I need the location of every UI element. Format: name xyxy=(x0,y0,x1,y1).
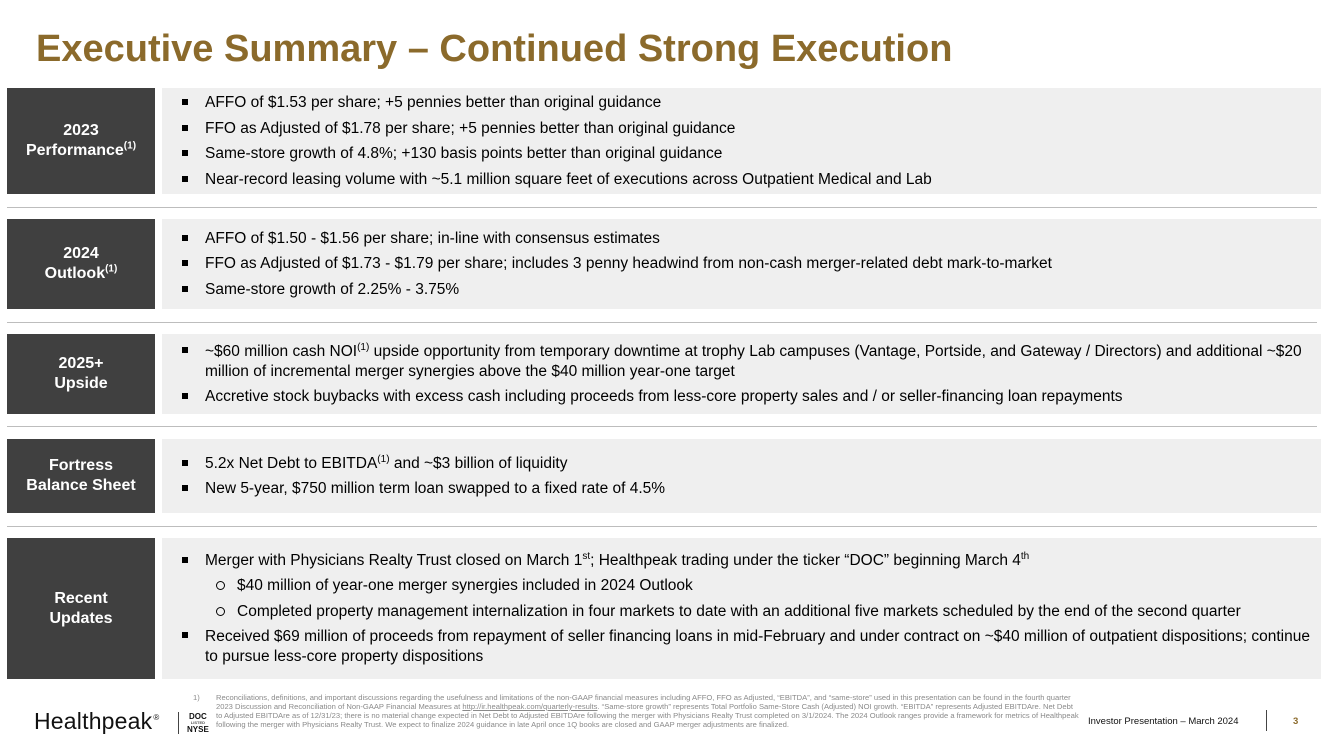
section-label: 2024 Outlook(1) xyxy=(7,219,155,309)
label-line2: Balance Sheet xyxy=(26,477,136,494)
divider xyxy=(7,426,1317,427)
section-2023-performance: 2023 Performance(1) AFFO of $1.53 per sha… xyxy=(7,88,1321,194)
bullet-item: AFFO of $1.53 per share; +5 pennies bett… xyxy=(180,90,1321,116)
label-line2: Updates xyxy=(49,609,113,627)
logo-divider xyxy=(178,712,179,734)
section-fortress-balance-sheet: Fortress Balance Sheet 5.2x Net Debt to E… xyxy=(7,439,1321,513)
page-title: Executive Summary – Continued Strong Exe… xyxy=(36,28,953,70)
divider xyxy=(7,207,1317,208)
bullet-item: ~$60 million cash NOI(1) upside opportun… xyxy=(180,339,1321,384)
page-number: 3 xyxy=(1293,716,1299,727)
bullet-item: FFO as Adjusted of $1.73 - $1.79 per sha… xyxy=(180,251,1321,277)
section-content: Merger with Physicians Realty Trust clos… xyxy=(162,538,1321,679)
footnote-ref: (1) xyxy=(123,140,137,152)
label-line2: Upside xyxy=(54,375,108,392)
label-line2: Outlook xyxy=(44,265,106,282)
section-content: AFFO of $1.50 - $1.56 per share; in-line… xyxy=(162,219,1321,309)
bullet-item: Same-store growth of 2.25% - 3.75% xyxy=(180,277,1321,303)
bullet-item: Merger with Physicians Realty Trust clos… xyxy=(180,548,1321,574)
section-recent-updates: Recent Updates Merger with Physicians Rea… xyxy=(7,538,1321,679)
divider xyxy=(7,526,1317,527)
section-content: AFFO of $1.53 per share; +5 pennies bett… xyxy=(162,88,1321,194)
section-2024-outlook: 2024 Outlook(1) AFFO of $1.50 - $1.56 per… xyxy=(7,219,1321,309)
label-line1: 2024 xyxy=(63,245,99,262)
footnote-number: 1) xyxy=(193,693,200,702)
section-label: Recent Updates xyxy=(7,538,155,679)
bullet-item: Near-record leasing volume with ~5.1 mil… xyxy=(180,167,1321,193)
section-content: 5.2x Net Debt to EBITDA(1) and ~$3 billi… xyxy=(162,439,1321,513)
bullet-item: Same-store growth of 4.8%; +130 basis po… xyxy=(180,141,1321,167)
bullet-item: FFO as Adjusted of $1.78 per share; +5 p… xyxy=(180,116,1321,142)
nyse-ticker-badge: DOC LISTED NYSE xyxy=(187,712,209,734)
divider xyxy=(7,322,1317,323)
footnote-link[interactable]: http://ir.healthpeak.com/quarterly-resul… xyxy=(462,702,598,711)
section-label: 2025+ Upside xyxy=(7,334,155,414)
label-line1: Fortress xyxy=(48,457,113,474)
sub-bullet-item: $40 million of year-one merger synergies… xyxy=(180,573,1321,599)
footer-divider xyxy=(1266,710,1267,731)
healthpeak-logo: Healthpeak® xyxy=(34,708,160,734)
footnote-ref: (1) xyxy=(377,453,390,465)
label-line1: 2023 xyxy=(63,122,99,139)
footnote-ref: (1) xyxy=(357,341,370,353)
bullet-item: Accretive stock buybacks with excess cas… xyxy=(180,384,1321,410)
label-line2: Performance xyxy=(25,142,124,159)
footnote-ref: (1) xyxy=(105,263,118,275)
section-label: 2023 Performance(1) xyxy=(7,88,155,194)
section-label: Fortress Balance Sheet xyxy=(7,439,155,513)
bullet-item: AFFO of $1.50 - $1.56 per share; in-line… xyxy=(180,226,1321,252)
footer-presentation-label: Investor Presentation – March 2024 xyxy=(1088,716,1239,727)
label-line1: Recent xyxy=(54,589,108,607)
bullet-item: New 5-year, $750 million term loan swapp… xyxy=(180,476,1321,502)
bullet-item: Received $69 million of proceeds from re… xyxy=(180,624,1321,669)
section-content: ~$60 million cash NOI(1) upside opportun… xyxy=(162,334,1321,414)
bullet-item: 5.2x Net Debt to EBITDA(1) and ~$3 billi… xyxy=(180,451,1321,477)
sub-bullet-item: Completed property management internaliz… xyxy=(180,599,1321,625)
label-line1: 2025+ xyxy=(58,355,104,372)
footnote: 1) Reconciliations, definitions, and imp… xyxy=(193,693,1079,729)
section-2025-upside: 2025+ Upside ~$60 million cash NOI(1) ups… xyxy=(7,334,1321,414)
